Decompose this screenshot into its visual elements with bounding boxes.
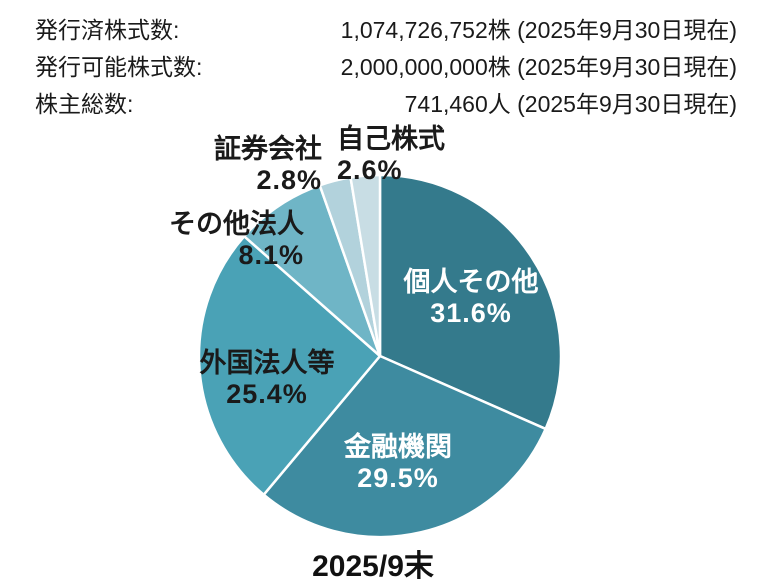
pie-label-name: その他法人 bbox=[169, 209, 304, 239]
pie-slice-0 bbox=[378, 173, 563, 431]
pie-label-name: 個人その他 bbox=[403, 267, 539, 297]
pie-slice-3 bbox=[242, 184, 382, 358]
pie-label-percent: 29.5% bbox=[357, 463, 439, 493]
pie-label-financial-institutions: 金融機関 29.5% bbox=[344, 432, 452, 494]
pie-label-name: 自己株式 bbox=[337, 124, 445, 154]
pie-label-treasury-stock: 自己株式 2.6% bbox=[337, 124, 445, 186]
pie-label-percent: 31.6% bbox=[430, 298, 512, 328]
pie-slice-1 bbox=[262, 354, 547, 539]
pie-label-other-corporations: その他法人 8.1% bbox=[169, 209, 304, 271]
stat-value: 2,000,000,000株 (2025年9月30日現在) bbox=[340, 54, 737, 80]
pie-label-securities-companies: 証券会社 2.8% bbox=[214, 134, 322, 196]
share-stats: 発行済株式数: 1,074,726,752株 (2025年9月30日現在) 発行… bbox=[35, 12, 737, 123]
pie-label-percent: 2.8% bbox=[256, 165, 322, 195]
pie-slice-5 bbox=[349, 173, 382, 358]
stat-label: 株主総数: bbox=[35, 91, 134, 117]
stat-row-issued-shares: 発行済株式数: 1,074,726,752株 (2025年9月30日現在) bbox=[35, 12, 737, 49]
pie-label-name: 外国法人等 bbox=[199, 348, 335, 378]
pie-label-foreign-corporations: 外国法人等 25.4% bbox=[200, 348, 335, 410]
pie-label-individuals-other: 個人その他 31.6% bbox=[404, 267, 539, 329]
stat-value: 741,460人 (2025年9月30日現在) bbox=[404, 91, 737, 117]
pie-label-percent: 2.6% bbox=[337, 155, 403, 185]
pie-label-percent: 8.1% bbox=[238, 240, 304, 270]
stat-row-authorized-shares: 発行可能株式数: 2,000,000,000株 (2025年9月30日現在) bbox=[35, 49, 737, 86]
pie-label-percent: 25.4% bbox=[226, 379, 308, 409]
stat-row-total-shareholders: 株主総数: 741,460人 (2025年9月30日現在) bbox=[35, 86, 737, 123]
pie-slice-2 bbox=[197, 235, 382, 496]
chart-caption: 2025/9末 bbox=[312, 550, 434, 579]
pie-label-name: 金融機関 bbox=[344, 432, 452, 462]
stat-value: 1,074,726,752株 (2025年9月30日現在) bbox=[340, 17, 737, 43]
pie-label-name: 証券会社 bbox=[214, 134, 322, 164]
stat-label: 発行済株式数: bbox=[35, 17, 180, 43]
stat-label: 発行可能株式数: bbox=[35, 54, 203, 80]
